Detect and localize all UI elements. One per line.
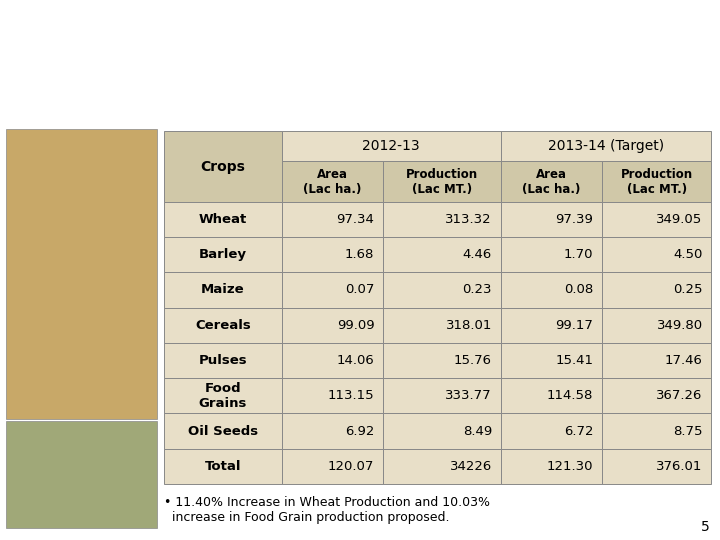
Text: 6.72: 6.72 [564,424,593,437]
Text: 367.26: 367.26 [657,389,703,402]
Text: Maize: Maize [201,284,245,296]
Bar [282,131,500,161]
Text: 99.09: 99.09 [337,319,374,332]
Text: 120.07: 120.07 [328,460,374,473]
Text: 349.80: 349.80 [657,319,703,332]
Text: 2012-13: 2012-13 [362,139,420,153]
Bar [282,237,383,272]
Text: Oil Seeds: Oil Seeds [188,424,258,437]
Text: TARGET : RABI 2013-14: TARGET : RABI 2013-14 [124,21,596,55]
Bar [383,378,500,414]
Bar [383,343,500,378]
Text: 0.23: 0.23 [462,284,492,296]
Bar [602,237,711,272]
Text: Production
(Lac MT.): Production (Lac MT.) [621,167,693,195]
Bar [383,449,500,484]
Text: 34226: 34226 [450,460,492,473]
Text: 113.15: 113.15 [328,389,374,402]
Text: 4.50: 4.50 [673,248,703,261]
Bar [602,414,711,449]
Bar [500,414,602,449]
Bar [383,161,500,202]
Text: Barley: Barley [199,248,247,261]
Text: 376.01: 376.01 [657,460,703,473]
Text: 99.17: 99.17 [555,319,593,332]
Bar [602,343,711,378]
Text: 97.39: 97.39 [555,213,593,226]
Bar [383,414,500,449]
Bar [164,414,282,449]
Text: 0.08: 0.08 [564,284,593,296]
Bar [602,272,711,308]
Text: Production
(Lac MT.): Production (Lac MT.) [406,167,478,195]
Bar [500,272,602,308]
Bar [500,343,602,378]
Bar [602,161,711,202]
Bar [6,129,157,418]
Bar [602,202,711,237]
Bar [6,421,157,528]
Text: 5: 5 [701,521,709,535]
Text: 97.34: 97.34 [336,213,374,226]
Bar [164,131,282,202]
Bar [282,414,383,449]
Text: 17.46: 17.46 [665,354,703,367]
Text: 313.32: 313.32 [446,213,492,226]
Text: 6.92: 6.92 [345,424,374,437]
Text: 0.25: 0.25 [673,284,703,296]
Text: 349.05: 349.05 [657,213,703,226]
Bar [282,449,383,484]
Bar [500,378,602,414]
Text: 2013-14 (Target): 2013-14 (Target) [548,139,664,153]
Text: • 11.40% Increase in Wheat Production and 10.03%
  increase in Food Grain produc: • 11.40% Increase in Wheat Production an… [164,496,490,524]
Bar [500,237,602,272]
Text: 1.68: 1.68 [345,248,374,261]
Bar [500,202,602,237]
Bar [164,449,282,484]
Bar [164,343,282,378]
Bar [602,378,711,414]
Bar [282,308,383,343]
Text: 333.77: 333.77 [446,389,492,402]
Bar [383,202,500,237]
Text: Area
(Lac ha.): Area (Lac ha.) [522,167,580,195]
Bar [383,237,500,272]
Text: Pulses: Pulses [199,354,247,367]
Text: 114.58: 114.58 [547,389,593,402]
Text: 4.46: 4.46 [463,248,492,261]
Bar [282,202,383,237]
Text: 8.49: 8.49 [463,424,492,437]
Bar [500,449,602,484]
Bar [164,308,282,343]
Bar [282,378,383,414]
Bar [164,378,282,414]
Bar [500,161,602,202]
Text: 14.06: 14.06 [337,354,374,367]
Text: Total: Total [204,460,241,473]
Bar [500,308,602,343]
Text: Crops: Crops [201,159,246,173]
Bar [602,449,711,484]
Text: 0.07: 0.07 [345,284,374,296]
Text: Food
Grains: Food Grains [199,382,247,410]
Text: 15.76: 15.76 [454,354,492,367]
Bar [602,308,711,343]
Text: 121.30: 121.30 [546,460,593,473]
Text: 1.70: 1.70 [564,248,593,261]
Bar [282,272,383,308]
Bar [500,131,711,161]
Text: 8.75: 8.75 [673,424,703,437]
Text: Area
(Lac ha.): Area (Lac ha.) [303,167,361,195]
Bar [164,237,282,272]
Text: Wheat: Wheat [199,213,247,226]
Bar [164,202,282,237]
Text: 318.01: 318.01 [446,319,492,332]
Text: Cereals: Cereals [195,319,251,332]
Bar [383,272,500,308]
Bar [383,308,500,343]
Text: 15.41: 15.41 [555,354,593,367]
Bar [282,343,383,378]
Bar [282,161,383,202]
Bar [164,272,282,308]
